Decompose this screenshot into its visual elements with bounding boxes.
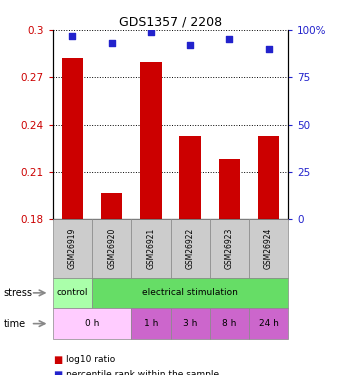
Point	[266, 46, 271, 52]
Bar	[179, 136, 201, 219]
Bar	[140, 62, 162, 219]
Bar	[62, 58, 83, 219]
Title: GDS1357 / 2208: GDS1357 / 2208	[119, 16, 222, 29]
Text: GSM26924: GSM26924	[264, 228, 273, 269]
Text: log10 ratio: log10 ratio	[66, 355, 116, 364]
Bar	[101, 192, 122, 219]
Point	[70, 33, 75, 39]
Text: GSM26923: GSM26923	[225, 228, 234, 269]
Text: GSM26921: GSM26921	[146, 228, 155, 269]
Text: 0 h: 0 h	[85, 319, 99, 328]
Text: electrical stimulation: electrical stimulation	[142, 288, 238, 297]
Text: time: time	[3, 319, 26, 328]
Text: percentile rank within the sample: percentile rank within the sample	[66, 370, 220, 375]
Text: GSM26919: GSM26919	[68, 228, 77, 269]
Point	[187, 42, 193, 48]
Text: ■: ■	[53, 370, 62, 375]
Bar	[258, 136, 279, 219]
Text: 24 h: 24 h	[258, 319, 279, 328]
Point	[226, 36, 232, 42]
Text: ■: ■	[53, 355, 62, 364]
Text: GSM26920: GSM26920	[107, 228, 116, 269]
Text: 3 h: 3 h	[183, 319, 197, 328]
Bar	[219, 159, 240, 219]
Point	[148, 29, 153, 35]
Point	[109, 40, 114, 46]
Text: control: control	[57, 288, 88, 297]
Text: stress: stress	[3, 288, 32, 298]
Text: 1 h: 1 h	[144, 319, 158, 328]
Text: 8 h: 8 h	[222, 319, 237, 328]
Text: GSM26922: GSM26922	[186, 228, 195, 269]
